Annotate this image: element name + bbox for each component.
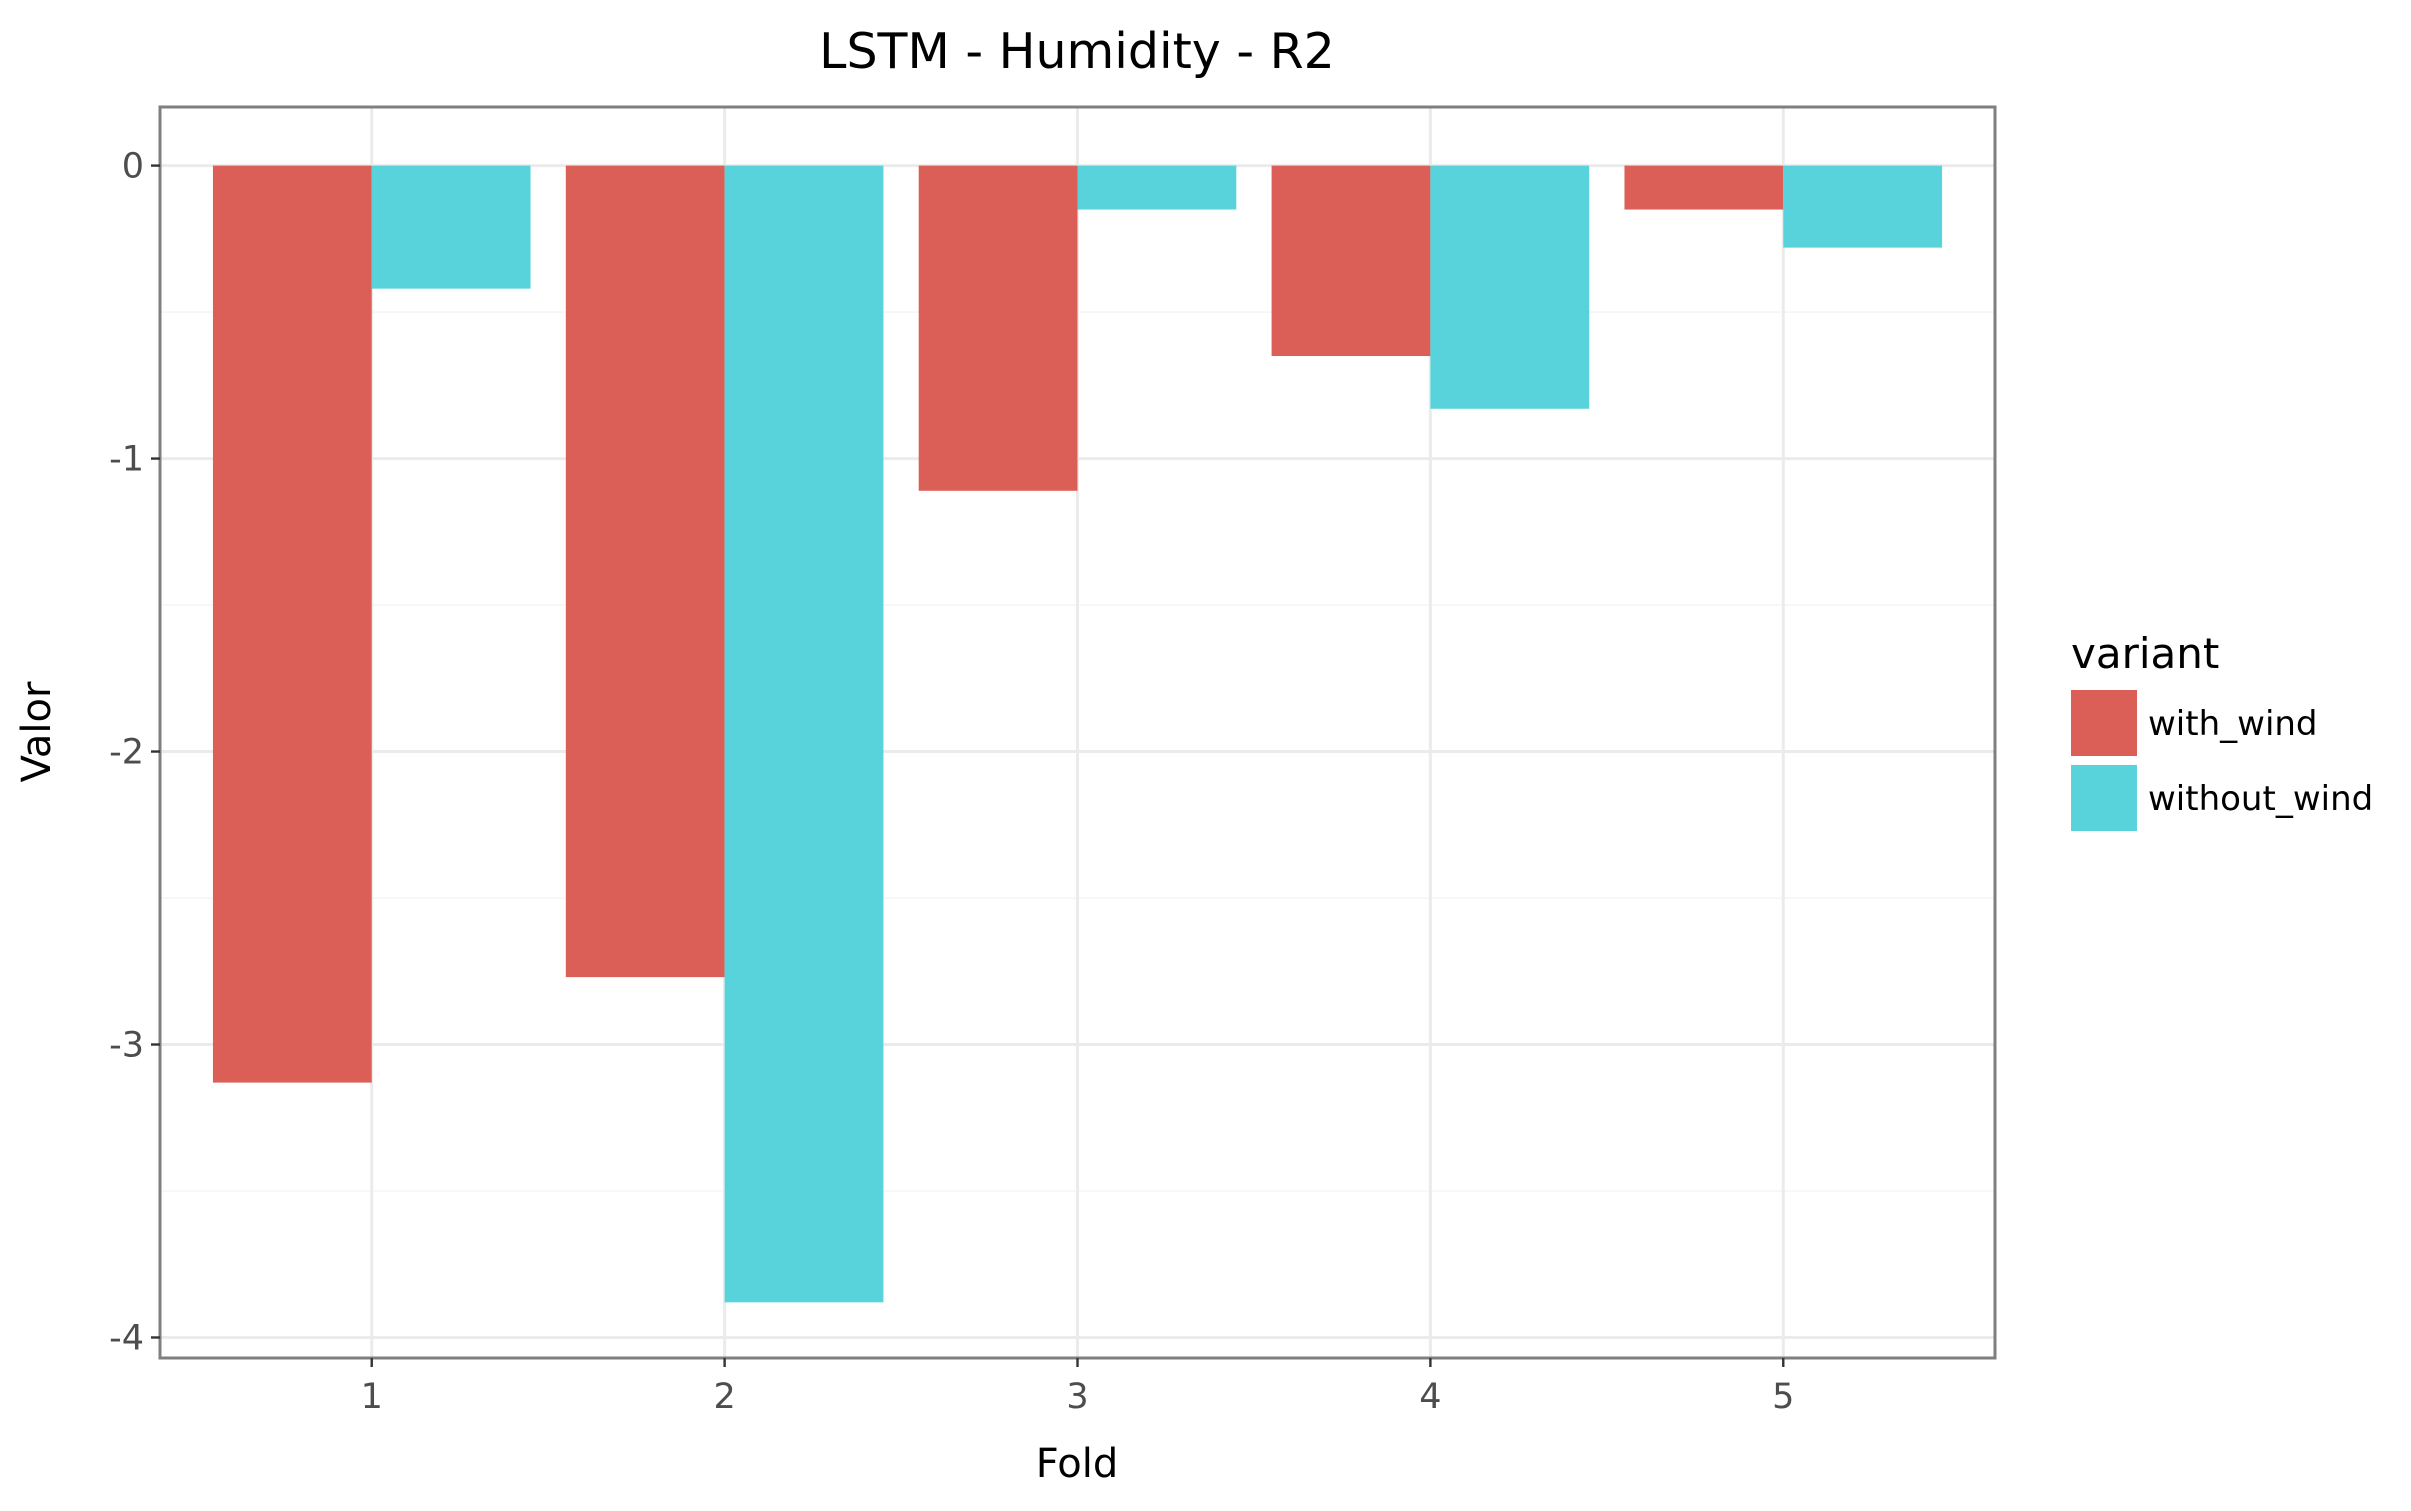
x-axis: 1 2 3 4 5 <box>361 1358 1794 1417</box>
bar-with-wind-fold-4 <box>1271 165 1431 357</box>
legend-key-with-wind <box>2071 690 2137 756</box>
y-axis: 0 -1 -2 -3 -4 <box>109 147 160 1358</box>
bar-without-wind-fold-1 <box>371 165 531 289</box>
x-tick-label: 5 <box>1772 1377 1794 1417</box>
y-tick-label: -2 <box>109 733 144 773</box>
bar-without-wind-fold-2 <box>724 165 884 1303</box>
bar-with-wind-fold-3 <box>918 165 1078 491</box>
bar-without-wind-fold-3 <box>1077 165 1237 210</box>
bar-with-wind-fold-5 <box>1624 165 1784 210</box>
bars <box>212 165 1943 1303</box>
y-tick-label: 0 <box>122 147 144 187</box>
legend-key-without-wind <box>2071 765 2137 831</box>
x-tick-label: 4 <box>1419 1377 1441 1417</box>
legend: variant with_wind without_wind <box>2071 629 2373 831</box>
x-tick-label: 2 <box>713 1377 735 1417</box>
bar-with-wind-fold-1 <box>212 165 372 1083</box>
x-tick-label: 3 <box>1066 1377 1088 1417</box>
legend-title: variant <box>2071 629 2219 678</box>
legend-label-with-wind: with_wind <box>2148 704 2318 744</box>
bar-without-wind-fold-4 <box>1430 165 1590 409</box>
bar-without-wind-fold-5 <box>1783 165 1943 248</box>
x-axis-title: Fold <box>1036 1441 1119 1487</box>
y-axis-title: Valor <box>14 681 60 782</box>
legend-label-without-wind: without_wind <box>2148 779 2373 819</box>
chart-title: LSTM - Humidity - R2 <box>819 23 1335 80</box>
bar-with-wind-fold-2 <box>565 165 725 978</box>
y-tick-label: -1 <box>109 440 144 480</box>
y-tick-label: -4 <box>109 1318 144 1358</box>
y-tick-label: -3 <box>109 1026 144 1066</box>
x-tick-label: 1 <box>361 1377 383 1417</box>
